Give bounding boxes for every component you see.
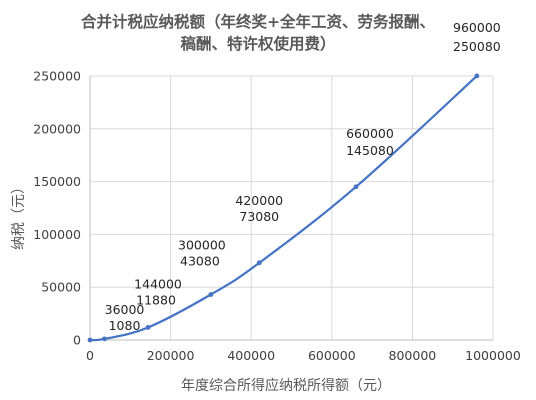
data-label: 1080 bbox=[109, 318, 141, 333]
x-tick-label: 800000 bbox=[389, 348, 437, 363]
data-label: 73080 bbox=[239, 209, 279, 224]
gridlines bbox=[90, 75, 494, 340]
data-point bbox=[102, 336, 107, 342]
data-label: 43080 bbox=[180, 254, 220, 269]
data-label: 960000 bbox=[453, 20, 501, 35]
data-label: 144000 bbox=[134, 276, 182, 291]
axes bbox=[89, 76, 493, 341]
y-tick-label: 0 bbox=[73, 333, 81, 348]
y-axis-ticks: 0 50000 100000 150000 200000 250000 bbox=[33, 69, 81, 348]
data-label: 660000 bbox=[346, 126, 394, 141]
data-point bbox=[256, 260, 262, 266]
y-tick-label: 150000 bbox=[33, 174, 81, 189]
data-point bbox=[474, 73, 480, 79]
data-points bbox=[87, 73, 480, 343]
x-tick-label: 0 bbox=[86, 348, 94, 363]
series-line bbox=[89, 75, 478, 342]
y-tick-label: 200000 bbox=[33, 121, 81, 136]
chart-title-line-2: 稿酬、特许权使用费） bbox=[180, 34, 335, 53]
data-label: 11880 bbox=[136, 292, 176, 307]
data-label: 300000 bbox=[178, 238, 226, 253]
data-label: 36000 bbox=[105, 302, 145, 317]
chart-title-line-1: 合并计税应纳税额（年终奖+全年工资、劳务报酬、 bbox=[81, 12, 435, 31]
x-tick-label: 600000 bbox=[308, 348, 356, 363]
y-axis-label: 纳税（元） bbox=[11, 180, 27, 250]
x-tick-label: 1000000 bbox=[465, 348, 521, 363]
data-point bbox=[208, 292, 214, 297]
x-tick-label: 400000 bbox=[227, 348, 275, 363]
data-point bbox=[87, 337, 93, 343]
data-label: 250080 bbox=[453, 39, 501, 54]
data-label: 420000 bbox=[235, 193, 283, 208]
chart-title: 合并计税应纳税额（年终奖+全年工资、劳务报酬、 稿酬、特许权使用费） bbox=[81, 12, 435, 53]
y-tick-label: 250000 bbox=[33, 69, 81, 84]
data-point bbox=[353, 184, 359, 190]
x-tick-label: 200000 bbox=[147, 348, 195, 363]
data-point bbox=[145, 325, 151, 330]
x-axis-ticks: 0 200000 400000 600000 800000 1000000 bbox=[86, 348, 521, 363]
y-tick-label: 100000 bbox=[33, 227, 81, 242]
y-tick-label: 50000 bbox=[41, 280, 81, 295]
data-label: 145080 bbox=[346, 143, 394, 158]
x-axis-label: 年度综合所得应纳税所得额（元） bbox=[181, 377, 391, 394]
